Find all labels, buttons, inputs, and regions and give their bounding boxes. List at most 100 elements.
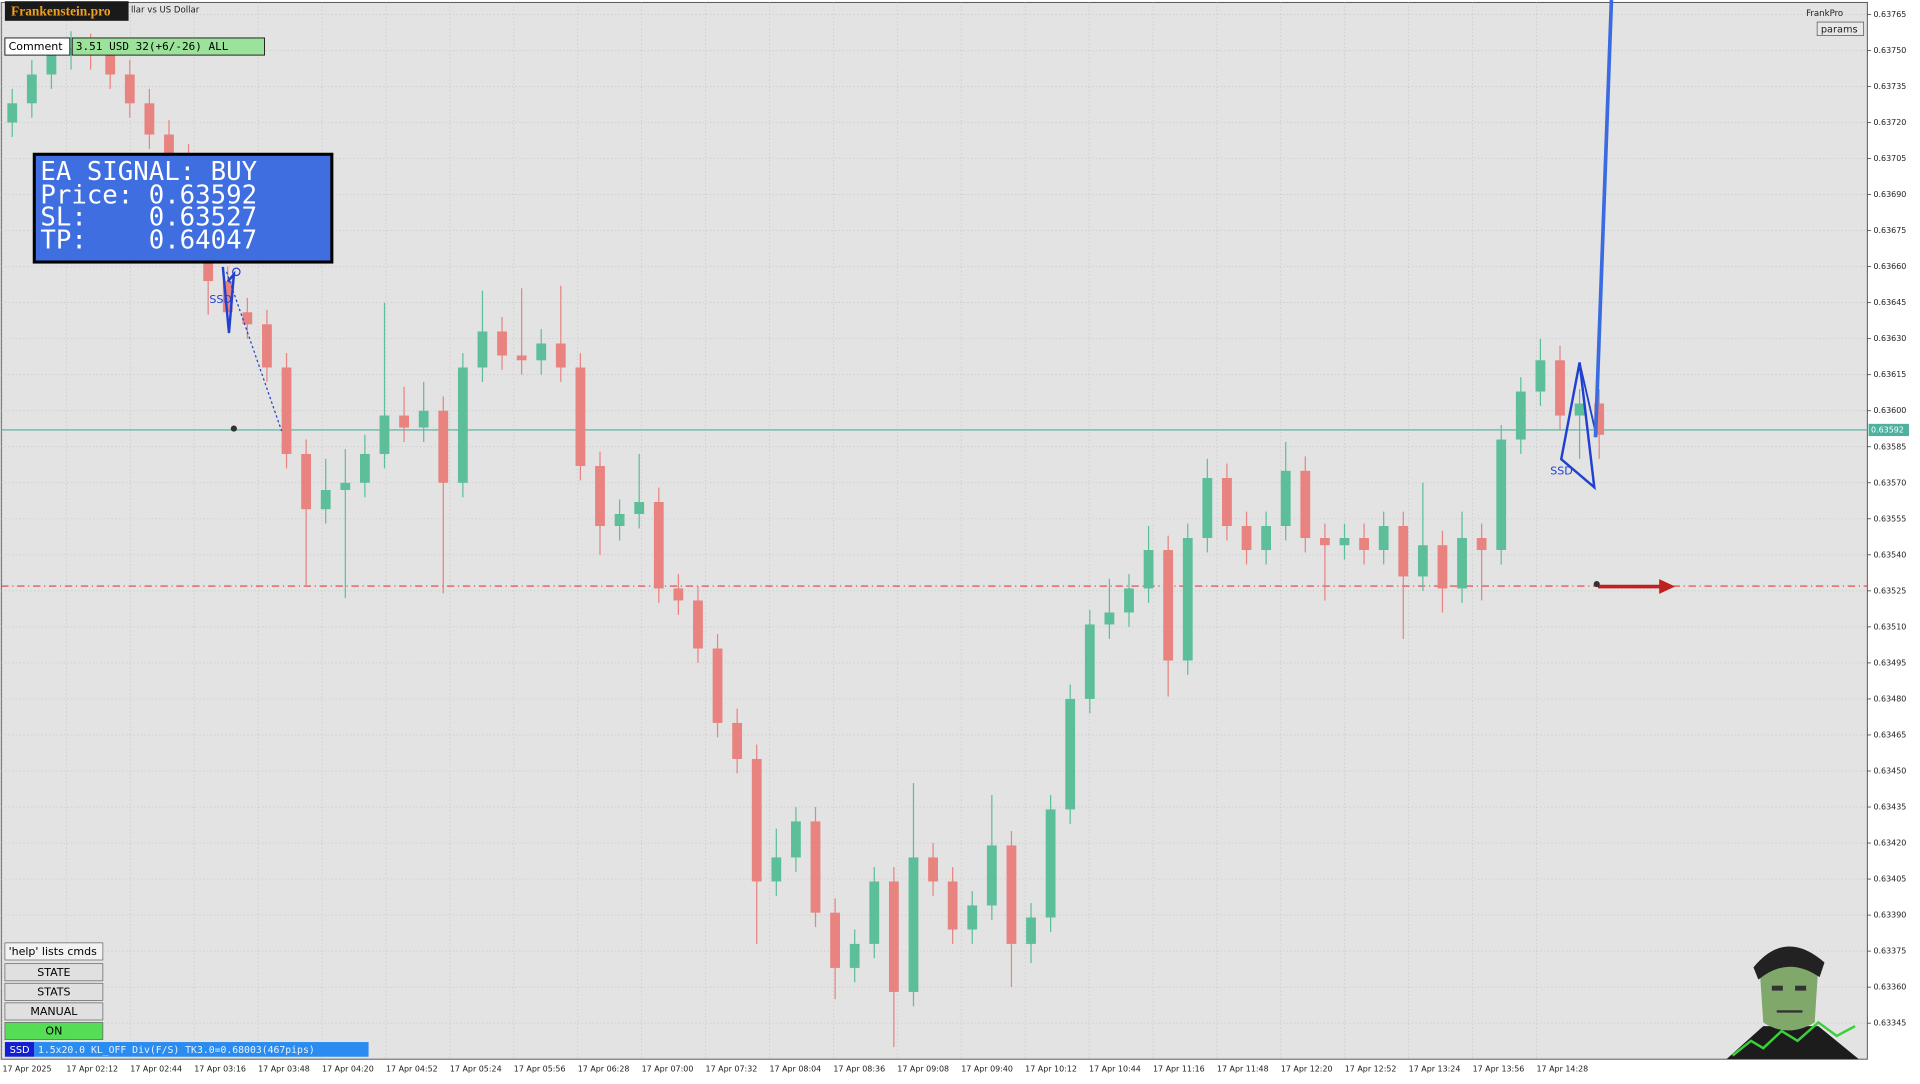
- y-tick-label: 0.63420: [1873, 839, 1906, 848]
- candle-body: [810, 821, 821, 913]
- button[interactable]: [4, 963, 104, 982]
- candle-body: [555, 343, 566, 368]
- status-box: [34, 1042, 369, 1057]
- y-tick-label: 0.63645: [1873, 298, 1906, 307]
- marker: [230, 425, 237, 432]
- y-tick-label: 0.63405: [1873, 875, 1906, 884]
- button-label[interactable]: STATE: [37, 966, 70, 979]
- candle-body: [46, 55, 57, 75]
- candle-body: [634, 501, 645, 515]
- signal-title: EA SIGNAL: BUY: [40, 157, 257, 187]
- y-tick-label: 0.63360: [1873, 983, 1906, 992]
- candle-body: [1457, 538, 1467, 589]
- candle-body: [1104, 612, 1115, 625]
- candle-body: [418, 410, 429, 428]
- candle-body: [26, 74, 37, 104]
- params[interactable]: params: [1821, 24, 1858, 35]
- button[interactable]: [4, 982, 104, 1001]
- candle-body: [320, 489, 331, 510]
- y-tick-label: 0.63555: [1873, 514, 1906, 523]
- y-tick-label: 0.63540: [1873, 550, 1906, 559]
- params-box[interactable]: [1816, 21, 1865, 36]
- candle-body: [771, 857, 782, 882]
- x-tick-label: 17 Apr 06:28: [578, 1064, 630, 1073]
- button-label[interactable]: STATS: [37, 985, 70, 998]
- comment-label-box: [4, 37, 71, 56]
- x-tick-label: 17 Apr 04:20: [322, 1064, 374, 1073]
- candle-body: [1026, 917, 1036, 944]
- candle-body: [1515, 391, 1526, 440]
- candle-body: [340, 482, 351, 490]
- candle-body: [614, 514, 625, 527]
- candle-body: [928, 857, 938, 882]
- signal-line: Price: 0.63592: [40, 180, 257, 210]
- logo-box: [4, 1, 129, 21]
- button-label[interactable]: MANUAL: [30, 1005, 78, 1018]
- x-tick-label: 17 Apr 03:16: [194, 1064, 246, 1073]
- pattern: [1578, 362, 1598, 438]
- y-tick-label: 0.63660: [1873, 262, 1906, 271]
- candle-body: [908, 857, 919, 992]
- candle-body: [1496, 439, 1507, 551]
- button[interactable]: [4, 1022, 104, 1040]
- help: 'help' lists cmds: [9, 945, 98, 958]
- x-tick-label: 17 Apr 05:56: [514, 1064, 566, 1073]
- candle-body: [7, 103, 18, 123]
- status-tag: SSD: [10, 1045, 30, 1056]
- logo: Frankenstein.pro: [11, 3, 111, 18]
- x-tick-label: 17 Apr 04:52: [386, 1064, 438, 1073]
- candle-body: [1280, 470, 1291, 527]
- candle-body: [947, 881, 958, 930]
- candle-body: [360, 453, 370, 483]
- grid: [1, 2, 1868, 1060]
- candle-body: [732, 722, 743, 759]
- candle-body: [1261, 526, 1272, 551]
- candles: [7, 31, 1605, 1048]
- levels: [1, 429, 1868, 587]
- comment-label: Comment: [9, 40, 64, 53]
- x-tick-label: 17 Apr 13:24: [1409, 1064, 1461, 1073]
- candle-body: [653, 501, 664, 589]
- comment: 3.51 USD 32(+6/-26) ALL: [76, 40, 229, 53]
- pattern: [1559, 362, 1596, 491]
- candle-body: [1202, 477, 1213, 539]
- x-tick-label: 17 Apr 07:32: [706, 1064, 758, 1073]
- candle-body: [575, 367, 586, 466]
- button[interactable]: [4, 1002, 104, 1021]
- x-tick-label: 17 Apr 02:44: [130, 1064, 182, 1073]
- candle-body: [1084, 624, 1095, 699]
- tp-line: [1593, 0, 1614, 438]
- candle-body: [242, 312, 253, 325]
- candle-body: [1045, 809, 1056, 918]
- marker: [232, 267, 241, 277]
- y-tick-label: 0.63345: [1873, 1019, 1906, 1028]
- arrow-head: [1659, 579, 1676, 594]
- x-tick-label: 17 Apr 12:52: [1345, 1064, 1397, 1073]
- candle-body: [830, 912, 840, 968]
- candle-body: [1574, 403, 1585, 416]
- x-tick-label: 17 Apr 07:00: [642, 1064, 694, 1073]
- candle-body: [1182, 538, 1193, 661]
- candle-body: [105, 55, 116, 75]
- candle-body: [497, 331, 507, 356]
- button-label[interactable]: ON: [45, 1025, 62, 1038]
- y-tick-label: 0.63705: [1873, 154, 1906, 163]
- symbol: llar vs US Dollar: [131, 5, 200, 15]
- y-tick-label: 0.63495: [1873, 658, 1906, 667]
- y-tick-label: 0.63600: [1873, 406, 1906, 415]
- candle-body: [712, 648, 723, 723]
- candle-body: [595, 465, 605, 527]
- candle-body: [516, 355, 527, 361]
- candle-body: [66, 48, 76, 56]
- candle-body: [124, 74, 135, 104]
- help-box: [4, 942, 104, 961]
- x-tick-label: 17 Apr 11:16: [1153, 1064, 1205, 1073]
- x-tick-label: 17 Apr 10:12: [1025, 1064, 1077, 1073]
- bid-label-box: [1868, 423, 1909, 437]
- y-tick-label: 0.63435: [1873, 803, 1906, 812]
- signal-line: SL: 0.63527: [40, 202, 257, 232]
- y-axis-area: [1868, 0, 1920, 1080]
- candle-body: [438, 410, 449, 483]
